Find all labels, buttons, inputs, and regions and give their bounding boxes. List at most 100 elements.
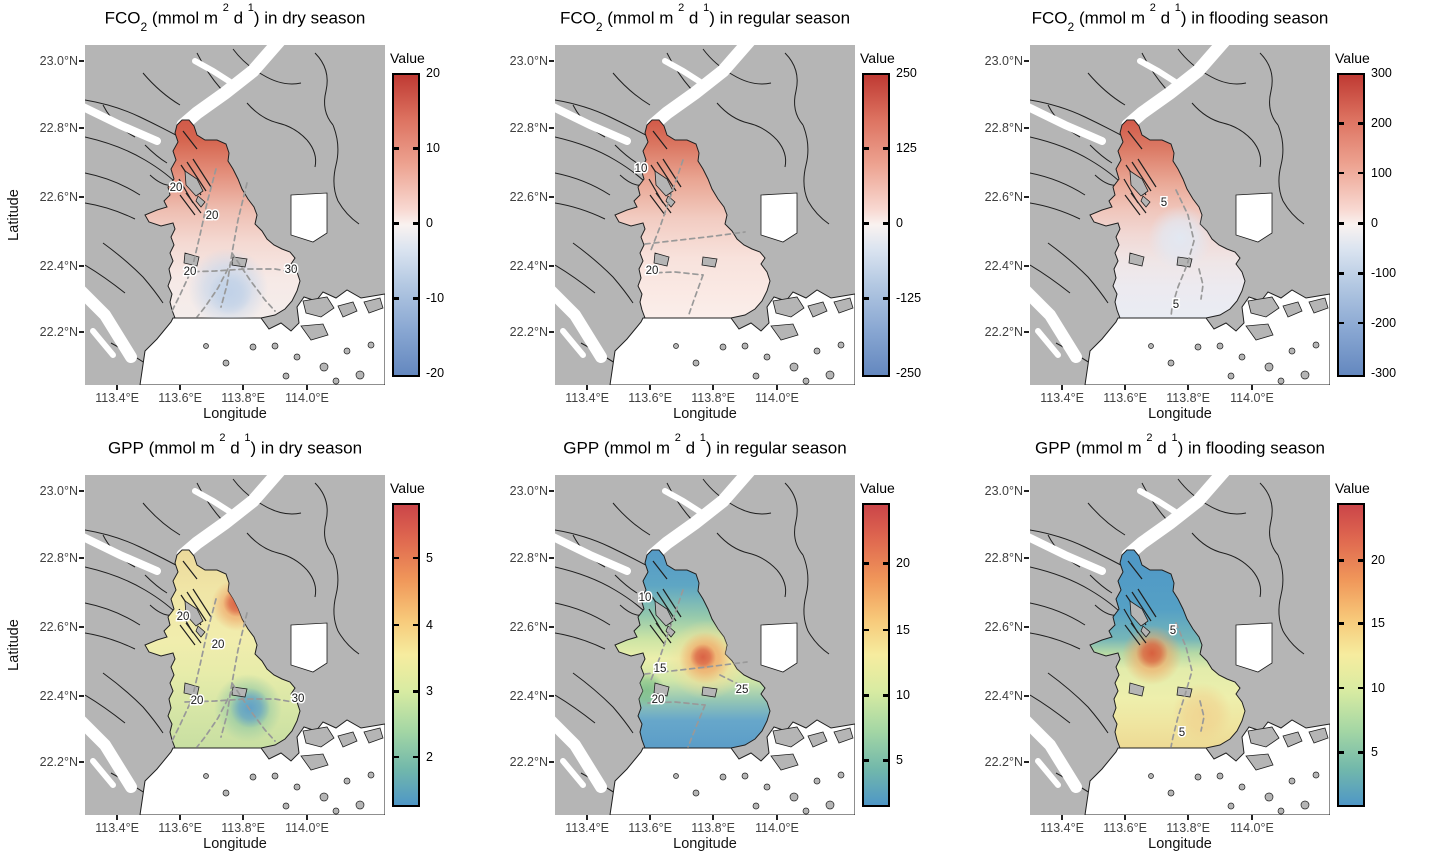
channel-hatch [1123,608,1139,634]
bay-area [760,192,798,243]
islet [752,372,760,380]
island [195,195,206,208]
island [833,297,854,314]
channel-hatch [649,624,666,646]
axis-title-latitude: Latitude [6,189,22,241]
river-channel [555,103,631,145]
colorbar-tick-label: -300 [1371,366,1397,380]
colorbar-tick-mark [864,628,869,632]
river-line [807,200,830,225]
colorbar-tick-label: 100 [1371,165,1392,180]
islet [1148,773,1154,779]
river-line [85,694,126,724]
map-svg-gpp-dry: 20 20 20 30 [85,475,385,815]
colorbar-tick-mark [1358,622,1363,625]
lat-tick-label: 23.0°N [509,483,548,498]
river-line [306,139,317,168]
colorbar-tick-mark [1339,222,1344,225]
title-seg1: GPP [1034,438,1071,458]
colorbar-title: Value [860,50,895,66]
lat-tick-mark [79,126,84,129]
channel-hatch [192,158,212,188]
lat-tick-label: 22.6°N [509,619,548,634]
island [807,731,828,748]
channel-hatch [179,194,196,216]
islet [1227,802,1235,810]
colorbar-tick-label: -125 [896,291,922,305]
river-line [85,136,181,188]
contour-label: 5 [1173,299,1179,311]
bay-area [290,622,328,673]
island [231,256,248,268]
lat-tick-mark [549,59,554,62]
river-line [784,52,804,126]
contour-line [687,274,704,318]
title-seg1: GPP [563,438,600,458]
colorbar-fco2-dry [392,73,420,377]
lat-tick-mark [1024,126,1029,129]
heat-hotspot [1172,683,1232,743]
island [1140,195,1151,208]
river-line [314,482,334,556]
colorbar-title: Value [860,480,895,496]
islet [1238,353,1246,361]
colorbar-tick-label: 2 [426,749,433,764]
lat-tick-label: 23.0°N [509,53,548,68]
colorbar-tick-label: -250 [896,366,922,380]
islet [741,342,749,350]
islet [763,783,771,791]
river-line [555,566,651,618]
contour-label: 15 [654,663,667,675]
colorbar-tick-label: 5 [896,753,903,768]
river-line [555,264,596,294]
colorbar-tick-mark [413,556,418,560]
panel-title: FCO2 (mmol m 2 d 1) in regular season [530,2,880,34]
island [1129,170,1149,197]
river-channel [1030,533,1106,575]
contour-line [184,268,294,273]
channel-hatch [182,560,198,580]
contour-line [184,698,294,703]
lon-tick-mark [712,815,715,820]
colorbar-fco2-regular [862,73,890,377]
river-channel [1137,58,1183,88]
contour-line [1199,700,1205,732]
contour-label: 20 [646,265,659,277]
lat-tick-mark [549,556,554,559]
islet [282,372,290,380]
river-channel [560,758,586,788]
river-line [716,532,778,571]
river-line [1141,52,1167,90]
lon-tick-label: 114.0°E [755,821,799,835]
river-line [1030,99,1131,141]
river-line [807,630,830,655]
island [1245,753,1274,771]
title-sup2: 1 [247,2,254,14]
contour-label: 20 [191,695,204,707]
title-seg3: d [1155,8,1175,28]
title-seg1: FCO [1031,8,1068,28]
contour-line [687,704,706,748]
islet [719,343,727,351]
island [1128,252,1145,267]
island [363,727,384,744]
lat-tick-mark [79,556,84,559]
lat-tick-label: 22.6°N [984,189,1023,204]
lon-tick-mark [712,385,715,390]
island [302,726,335,748]
title-sup1: 2 [678,2,685,14]
lon-tick-label: 113.8°E [1166,391,1210,405]
island [337,301,358,318]
lat-tick-mark [1024,265,1029,267]
colorbar-tick-mark [1339,321,1344,325]
colorbar-gpp-flooding [1337,503,1365,807]
islet [837,771,845,779]
colorbar-tick-label: 0 [1371,216,1378,230]
map-panel-gpp-flooding: GPP (mmol m 2 d 1) in flooding season 23.… [945,430,1430,859]
contour-label: 10 [635,163,648,175]
lat-tick-label: 22.8°N [984,120,1023,135]
contour-label: 20 [184,266,197,278]
title-seg4: ) in regular season [705,438,847,458]
river-channel [90,328,116,358]
title-seg2: (mmol m [1074,8,1150,28]
